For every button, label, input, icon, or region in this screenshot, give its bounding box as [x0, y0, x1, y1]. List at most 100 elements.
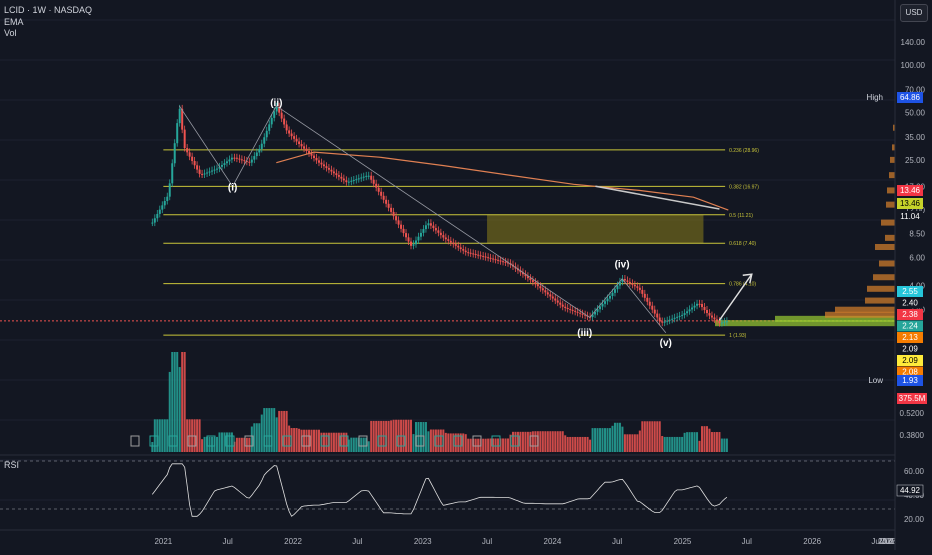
volume-bar	[487, 438, 490, 452]
price-tag-value: 2.40	[902, 299, 918, 308]
volume-bar	[355, 437, 358, 452]
candle-body	[626, 280, 629, 282]
price-axis-label: 100.00	[901, 61, 926, 70]
fib-level-label: 0.236 (28.96)	[729, 148, 759, 154]
volume-bar	[623, 434, 626, 452]
volume-bar	[521, 431, 524, 452]
candle-body	[265, 130, 268, 138]
candle-body	[357, 178, 360, 180]
candle-body	[382, 195, 385, 200]
candle-body	[437, 230, 440, 233]
candle-body	[240, 159, 243, 161]
volume-bar	[347, 439, 350, 452]
candle-body	[350, 180, 353, 182]
volume-bar	[166, 419, 169, 452]
volume-bar	[554, 431, 557, 452]
price-axis-label: 6.00	[909, 254, 925, 263]
price-tag-bg	[897, 198, 923, 209]
volume-bar	[651, 421, 654, 452]
time-axis-label: 2022	[284, 537, 302, 546]
volume-bar	[653, 421, 656, 452]
candle-body	[283, 118, 286, 125]
candle-body	[198, 169, 201, 174]
candle-body	[671, 318, 674, 320]
volume-bar	[581, 436, 584, 452]
candle-body	[432, 225, 435, 229]
volume-bar	[439, 429, 442, 452]
price-axis-label: 35.00	[905, 133, 926, 142]
ema-legend[interactable]: EMA	[4, 17, 24, 27]
candle-body	[300, 143, 303, 147]
candle-body	[173, 143, 176, 164]
volume-bar	[638, 430, 641, 452]
rsi-legend[interactable]: RSI	[4, 460, 20, 470]
candle-body	[245, 160, 248, 162]
candle-body	[526, 276, 529, 279]
candle-body	[507, 262, 510, 264]
fib-level-label: 1 (1.93)	[729, 333, 747, 339]
wave-label: (iv)	[615, 259, 630, 270]
candle-body	[166, 196, 169, 202]
volume-bar	[337, 432, 340, 452]
candle-body	[342, 178, 345, 181]
volume-bar	[201, 439, 204, 452]
volume-bar	[158, 419, 161, 452]
candle-body	[278, 106, 281, 113]
candle-body	[345, 180, 348, 183]
volume-bar	[340, 432, 343, 452]
volume-bar	[405, 419, 408, 452]
volume-bar	[566, 436, 569, 452]
candle-body	[534, 282, 537, 285]
ema-line	[276, 151, 729, 211]
volume-legend[interactable]: Vol	[4, 28, 17, 38]
candle-body	[360, 177, 363, 179]
volume-profile-bar	[892, 144, 895, 151]
candle-body	[405, 233, 408, 238]
volume-bar	[489, 438, 492, 452]
candle-body	[273, 111, 276, 118]
candle-body	[636, 286, 639, 288]
candle-body	[539, 286, 542, 289]
volume-bar	[626, 434, 629, 452]
volume-bar	[509, 434, 512, 452]
volume-bar	[268, 408, 271, 452]
volume-bar	[715, 432, 718, 452]
candle-body	[464, 250, 467, 253]
volume-bar	[549, 431, 552, 452]
volume-bar	[671, 436, 674, 452]
volume-profile-bar	[885, 234, 895, 241]
candle-body	[720, 322, 723, 324]
volume-profile-bar	[825, 311, 895, 318]
currency-button[interactable]: USD	[900, 4, 928, 22]
candle-body	[494, 259, 497, 261]
candle-body	[228, 159, 231, 162]
candle-body	[599, 306, 602, 310]
volume-bar	[604, 428, 607, 452]
candle-body	[340, 176, 343, 179]
projection-arrowhead	[742, 273, 753, 284]
candle-body	[216, 168, 219, 170]
volume-bar	[263, 408, 266, 452]
candle-body	[238, 158, 241, 160]
volume-bar	[295, 428, 298, 452]
price-tag-value: 13.46	[900, 199, 921, 208]
price-axis-label: 8.50	[909, 230, 925, 239]
candle-body	[365, 175, 368, 177]
symbol-title[interactable]: LCID · 1W · NASDAQ	[4, 5, 93, 15]
candle-body	[308, 150, 311, 154]
candle-body	[335, 173, 338, 176]
candle-body	[208, 171, 211, 173]
volume-bar	[298, 428, 301, 452]
candle-body	[484, 256, 487, 258]
candle-body	[710, 315, 713, 318]
candle-body	[315, 157, 318, 161]
candle-body	[489, 257, 492, 259]
candle-body	[723, 321, 726, 323]
candle-body	[561, 304, 564, 307]
earnings-marker	[301, 435, 311, 447]
volume-bar	[531, 431, 534, 452]
candle-body	[673, 317, 676, 319]
volume-bar	[663, 436, 666, 452]
